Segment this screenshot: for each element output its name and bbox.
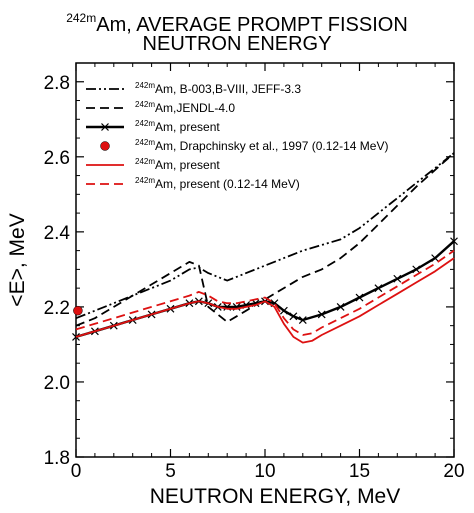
legend-label-0: 242mAm, B-003,B-VIII, JEFF-3.3 xyxy=(135,81,301,96)
series-2-marker xyxy=(72,332,80,341)
series-2-marker xyxy=(393,274,402,283)
x-tick-label: 0 xyxy=(71,461,82,482)
series-2-marker xyxy=(412,265,421,274)
legend-text: Am, present (0.12-14 MeV) xyxy=(155,177,300,191)
series-3-point xyxy=(73,305,83,316)
series-2-marker xyxy=(279,306,288,315)
series-0-line xyxy=(75,152,455,320)
plot-frame xyxy=(75,62,455,458)
series-2-marker xyxy=(374,284,383,293)
legend-text: Am, present xyxy=(155,120,220,134)
x-tick-label: 5 xyxy=(165,461,176,482)
title-text: Am, AVERAGE PROMPT FISSION xyxy=(96,14,408,36)
legend-superscript: 242m xyxy=(135,100,155,109)
x-axis-label: NEUTRON ENERGY, MeV xyxy=(150,485,401,508)
y-tick-label: 2.0 xyxy=(44,373,70,394)
legend-text: Am, B-003,B-VIII, JEFF-3.3 xyxy=(155,82,301,96)
y-axis-label: <E>, MeV xyxy=(6,213,29,306)
chart-title-line-2: NEUTRON ENERGY xyxy=(142,33,332,55)
y-tick-label: 2.4 xyxy=(44,223,71,244)
series-2-marker xyxy=(317,310,326,319)
x-tick-label: 15 xyxy=(349,461,370,482)
x-tick-label: 20 xyxy=(443,461,464,482)
legend-label-3: 242mAm, Drapchinsky et al., 1997 (0.12-1… xyxy=(135,138,388,153)
legend-label-4: 242mAm, present xyxy=(135,157,220,172)
series-2-marker xyxy=(450,237,458,246)
x-tick-label: 10 xyxy=(254,461,275,482)
legend-text: Am, Drapchinsky et al., 1997 (0.12-14 Me… xyxy=(155,139,388,153)
y-tick-label: 1.8 xyxy=(44,448,70,469)
legend-label-2: 242mAm, present xyxy=(135,119,220,134)
legend-text: Am,JENDL-4.0 xyxy=(155,101,235,115)
series-4-line xyxy=(75,257,455,344)
y-tick-label: 2.6 xyxy=(44,148,70,169)
legend-point-3 xyxy=(100,141,110,151)
series-2-marker xyxy=(336,302,345,311)
legend-label-1: 242mAm,JENDL-4.0 xyxy=(135,100,235,115)
y-tick-label: 2.8 xyxy=(44,73,70,94)
series-2-marker xyxy=(289,312,298,321)
series-5-line xyxy=(75,249,455,336)
legend-text: Am, present xyxy=(155,158,220,172)
title-superscript: 242m xyxy=(66,11,97,25)
legend-superscript: 242m xyxy=(135,119,155,128)
legend-superscript: 242m xyxy=(135,81,155,90)
legend-superscript: 242m xyxy=(135,138,155,147)
legend-marker-2 xyxy=(101,123,109,131)
series-2-marker xyxy=(431,254,440,263)
y-tick-label: 2.2 xyxy=(44,298,70,319)
legend-superscript: 242m xyxy=(135,157,155,166)
chart-title-line-1: 242mAm, AVERAGE PROMPT FISSION xyxy=(0,6,474,37)
legend-label-5: 242mAm, present (0.12-14 MeV) xyxy=(135,176,300,191)
legend-superscript: 242m xyxy=(135,176,155,185)
series-2-marker xyxy=(298,316,307,324)
series-2-line xyxy=(75,240,455,339)
series-2-marker xyxy=(355,293,364,302)
